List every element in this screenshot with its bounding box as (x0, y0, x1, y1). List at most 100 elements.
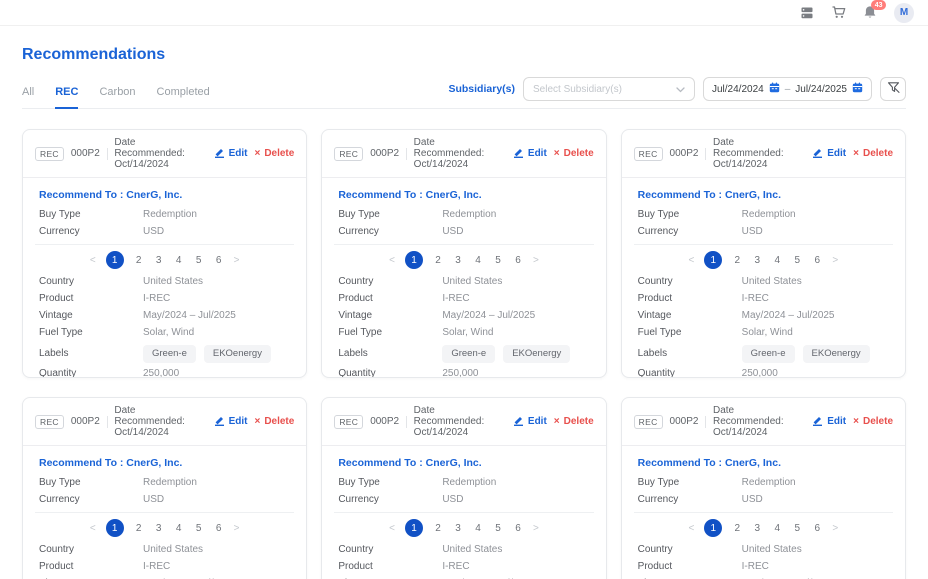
page-number[interactable]: 2 (734, 522, 741, 534)
edit-button[interactable]: Edit (214, 415, 247, 429)
delete-button[interactable]: × Delete (853, 148, 893, 159)
page-number[interactable]: 5 (794, 254, 801, 266)
edit-button[interactable]: Edit (214, 147, 247, 161)
edit-button[interactable]: Edit (513, 415, 547, 429)
delete-button[interactable]: × Delete (554, 148, 594, 159)
field-label: Buy Type (39, 477, 81, 488)
field-label: Quantity (338, 367, 376, 378)
delete-button[interactable]: × Delete (254, 416, 294, 427)
clear-filter-button[interactable] (880, 77, 906, 101)
page-number[interactable]: 1 (105, 519, 124, 537)
field-row: Product I-REC (39, 562, 290, 572)
page-number[interactable]: 5 (794, 522, 801, 534)
page-number[interactable]: 5 (195, 254, 202, 266)
notification-bell-icon[interactable]: 43 (863, 0, 886, 20)
page-number[interactable]: 3 (455, 522, 461, 534)
calendar-icon[interactable] (769, 82, 780, 96)
field-value: Solar, Wind (741, 327, 793, 338)
page-number[interactable]: 5 (495, 522, 501, 534)
prev-page-button[interactable]: < (89, 254, 96, 266)
fields-bottom: Country United States Product I-REC Vintage M… (638, 277, 889, 377)
horizontal-divider (334, 512, 594, 513)
page-number[interactable]: 3 (754, 522, 761, 534)
cards-grid: REC 000P2 Date Recommended: Oct/14/2024 … (22, 129, 906, 579)
next-page-button[interactable]: > (233, 522, 240, 534)
server-icon[interactable] (800, 6, 814, 20)
page-number[interactable]: 3 (455, 254, 461, 266)
field-label: Currency (338, 226, 379, 237)
edit-button[interactable]: Edit (513, 147, 547, 161)
page-number[interactable]: 3 (155, 522, 162, 534)
page-number[interactable]: 1 (105, 251, 124, 269)
prev-page-button[interactable]: < (688, 522, 695, 534)
field-label: Product (338, 561, 373, 572)
field-label: Buy Type (338, 477, 380, 488)
page-number[interactable]: 4 (175, 522, 182, 534)
calendar-icon[interactable] (852, 82, 863, 96)
field-row: Product I-REC (338, 562, 589, 572)
next-page-button[interactable]: > (832, 522, 839, 534)
page-number[interactable]: 1 (704, 519, 723, 537)
page-number[interactable]: 6 (215, 522, 222, 534)
prev-page-button[interactable]: < (389, 254, 395, 266)
next-page-button[interactable]: > (532, 254, 539, 266)
next-page-button[interactable]: > (532, 522, 539, 534)
page-number[interactable]: 4 (774, 254, 781, 266)
delete-button[interactable]: × Delete (254, 148, 294, 159)
page-number[interactable]: 4 (774, 522, 781, 534)
field-value: USD (143, 494, 165, 505)
field-value: USD (741, 226, 763, 237)
next-page-button[interactable]: > (832, 254, 839, 266)
edit-button[interactable]: Edit (812, 147, 846, 161)
delete-button[interactable]: × Delete (554, 416, 594, 427)
field-row: Product I-REC (338, 294, 589, 304)
delete-button[interactable]: × Delete (853, 416, 893, 427)
page-number[interactable]: 6 (515, 254, 521, 266)
field-row: Currency USD (338, 495, 589, 505)
edit-button[interactable]: Edit (812, 415, 846, 429)
page-number[interactable]: 5 (195, 522, 202, 534)
date-end-value[interactable]: Jul/24/2025 (795, 83, 847, 95)
page-number[interactable]: 2 (435, 522, 441, 534)
top-bar: 43 M (0, 0, 928, 26)
page-number[interactable]: 6 (515, 522, 521, 534)
tab-carbon[interactable]: Carbon (99, 86, 136, 98)
card-header: REC 000P2 Date Recommended: Oct/14/2024 … (322, 130, 606, 178)
page-number[interactable]: 6 (215, 254, 222, 266)
page-number[interactable]: 6 (814, 522, 821, 534)
prev-page-button[interactable]: < (389, 522, 395, 534)
next-page-button[interactable]: > (233, 254, 240, 266)
field-row: Labels Green-e EKOenergy (39, 345, 290, 363)
page-number[interactable]: 3 (754, 254, 761, 266)
rec-type-badge: REC (633, 414, 663, 429)
field-value: I-REC (143, 293, 171, 304)
tab-completed[interactable]: Completed (156, 86, 210, 98)
tab-all[interactable]: All (22, 86, 35, 98)
prev-page-button[interactable]: < (688, 254, 695, 266)
prev-page-button[interactable]: < (89, 522, 96, 534)
page-number[interactable]: 6 (814, 254, 821, 266)
date-start-value[interactable]: Jul/24/2024 (712, 83, 764, 95)
page-number[interactable]: 1 (404, 519, 423, 537)
page-number[interactable]: 3 (155, 254, 162, 266)
fields-top: Buy Type Redemption Currency USD (39, 210, 290, 237)
notification-count-badge: 43 (871, 0, 886, 10)
field-row: Currency USD (39, 495, 290, 505)
shopping-cart-icon[interactable] (831, 5, 846, 20)
page-number[interactable]: 2 (135, 254, 142, 266)
page-number[interactable]: 4 (475, 522, 481, 534)
page-number[interactable]: 1 (704, 251, 723, 269)
tab-rec[interactable]: REC (55, 86, 79, 109)
page-number[interactable]: 2 (734, 254, 741, 266)
edit-button-label: Edit (827, 416, 847, 427)
page-number[interactable]: 2 (435, 254, 441, 266)
avatar[interactable]: M (894, 2, 914, 23)
page-number[interactable]: 5 (495, 254, 501, 266)
rec-type-badge: REC (35, 414, 64, 429)
page-number[interactable]: 1 (404, 251, 423, 269)
date-range-picker[interactable]: Jul/24/2024 – Jul/24/2025 (703, 77, 872, 101)
subsidiary-select[interactable]: Select Subsidiary(s) (523, 77, 695, 101)
page-number[interactable]: 4 (175, 254, 182, 266)
page-number[interactable]: 4 (475, 254, 481, 266)
page-number[interactable]: 2 (135, 522, 142, 534)
